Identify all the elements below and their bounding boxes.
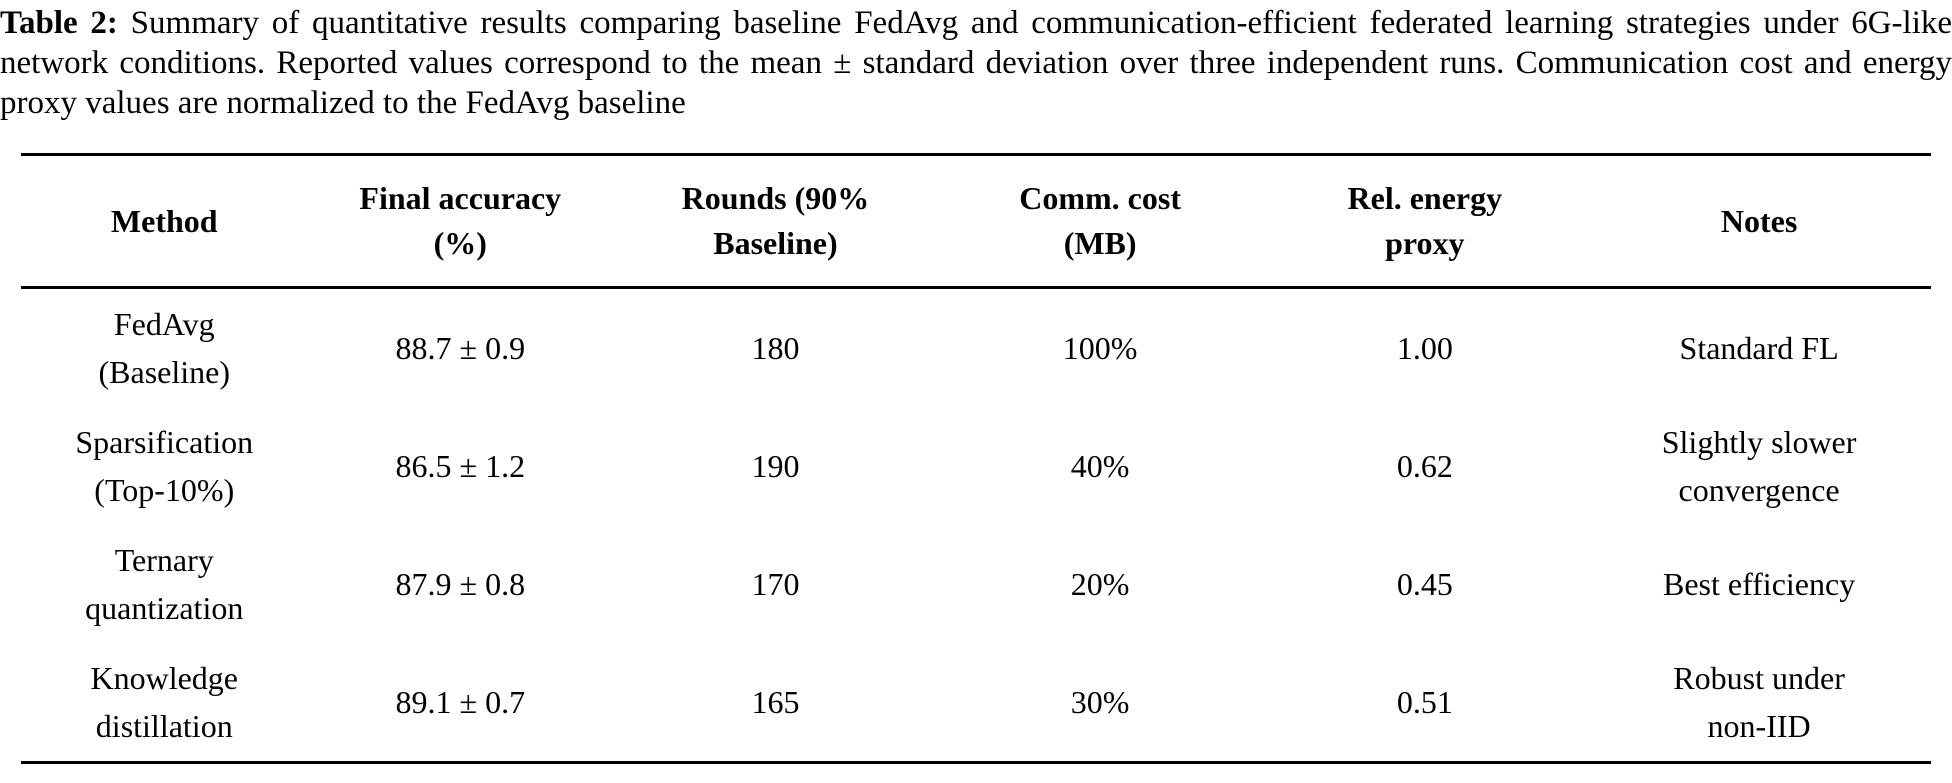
table-row-fedavg: FedAvg (Baseline) 88.7 ± 0.9 180 100% 1.…: [21, 288, 1931, 408]
cell-method: Sparsification (Top-10%): [75, 424, 254, 508]
cell-rounds: 180: [751, 330, 800, 366]
cell-final-accuracy: 89.1 ± 0.7: [395, 684, 526, 720]
caption-text: Summary of quantitative results comparin…: [0, 5, 1952, 121]
col-header-notes: Notes: [1720, 202, 1798, 239]
cell-notes: Slightly slower convergence: [1661, 424, 1857, 508]
table-row-knowledge-distillation: Knowledge distillation 89.1 ± 0.7 165 30…: [21, 643, 1931, 763]
caption-label: Table 2:: [0, 5, 118, 41]
cell-method: Ternary quantization: [85, 542, 244, 626]
cell-rel-energy-proxy: 0.62: [1396, 448, 1453, 484]
cell-rel-energy-proxy: 1.00: [1396, 330, 1453, 366]
cell-comm-cost: 20%: [1070, 566, 1130, 602]
cell-method: Knowledge distillation: [90, 660, 238, 744]
cell-final-accuracy: 86.5 ± 1.2: [395, 448, 526, 484]
cell-final-accuracy: 87.9 ± 0.8: [395, 566, 526, 602]
header-row: Method Final accuracy (%) Rounds (90% Ba…: [21, 155, 1931, 288]
cell-rounds: 170: [751, 566, 800, 602]
col-header-rounds: Rounds (90% Baseline): [681, 180, 870, 261]
cell-method: FedAvg (Baseline): [98, 306, 231, 390]
col-header-rel-energy-proxy: Rel. energy proxy: [1347, 180, 1503, 261]
table-row-sparsification: Sparsification (Top-10%) 86.5 ± 1.2 190 …: [21, 407, 1931, 525]
col-header-final-accuracy: Final accuracy (%): [359, 180, 562, 261]
cell-notes: Best efficiency: [1662, 566, 1856, 602]
col-header-comm-cost: Comm. cost (MB): [1019, 180, 1181, 261]
col-header-method: Method: [110, 202, 218, 239]
cell-rel-energy-proxy: 0.45: [1396, 566, 1453, 602]
table-row-ternary-quantization: Ternary quantization 87.9 ± 0.8 170 20% …: [21, 525, 1931, 643]
table-caption: Table 2: Summary of quantitative results…: [0, 0, 1952, 123]
cell-comm-cost: 40%: [1070, 448, 1130, 484]
cell-rel-energy-proxy: 0.51: [1396, 684, 1453, 720]
results-table: Method Final accuracy (%) Rounds (90% Ba…: [21, 153, 1931, 764]
cell-notes: Robust under non-IID: [1673, 660, 1845, 744]
paper-page: Table 2: Summary of quantitative results…: [0, 0, 1952, 764]
cell-final-accuracy: 88.7 ± 0.9: [395, 330, 526, 366]
cell-rounds: 190: [751, 448, 800, 484]
cell-comm-cost: 30%: [1070, 684, 1130, 720]
cell-notes: Standard FL: [1679, 330, 1839, 366]
cell-comm-cost: 100%: [1062, 330, 1138, 366]
cell-rounds: 165: [751, 684, 800, 720]
